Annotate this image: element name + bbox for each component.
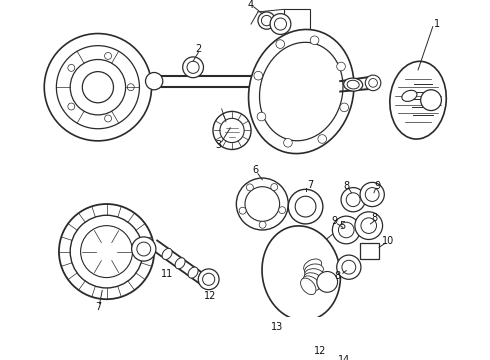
Circle shape xyxy=(341,188,365,212)
Text: 6: 6 xyxy=(252,165,258,175)
Circle shape xyxy=(337,255,361,279)
Circle shape xyxy=(104,115,112,122)
Circle shape xyxy=(332,216,360,244)
Ellipse shape xyxy=(305,269,324,281)
Ellipse shape xyxy=(304,259,321,273)
Circle shape xyxy=(259,221,266,228)
Circle shape xyxy=(262,15,272,26)
Ellipse shape xyxy=(260,42,343,141)
Circle shape xyxy=(80,226,132,278)
Ellipse shape xyxy=(248,30,354,154)
Circle shape xyxy=(286,329,299,342)
Circle shape xyxy=(274,18,287,30)
Circle shape xyxy=(183,57,203,78)
Circle shape xyxy=(70,59,125,115)
Text: 2: 2 xyxy=(195,44,201,54)
Ellipse shape xyxy=(300,278,316,294)
Circle shape xyxy=(246,184,253,191)
Circle shape xyxy=(340,103,348,112)
Bar xyxy=(360,243,379,258)
Circle shape xyxy=(68,103,75,110)
Circle shape xyxy=(310,340,341,360)
Circle shape xyxy=(295,196,316,217)
Circle shape xyxy=(279,207,286,213)
Text: 4: 4 xyxy=(248,0,254,10)
Ellipse shape xyxy=(162,248,172,260)
Circle shape xyxy=(339,222,354,238)
Text: 7: 7 xyxy=(95,302,101,312)
Text: 9: 9 xyxy=(374,181,380,191)
Circle shape xyxy=(220,118,244,143)
Circle shape xyxy=(44,33,151,141)
Circle shape xyxy=(288,189,323,224)
Circle shape xyxy=(337,62,345,71)
Circle shape xyxy=(346,193,360,207)
Circle shape xyxy=(361,218,376,233)
Circle shape xyxy=(315,345,336,360)
Text: 9: 9 xyxy=(331,216,337,226)
Circle shape xyxy=(202,273,215,285)
Text: 3: 3 xyxy=(215,140,221,150)
Text: 13: 13 xyxy=(271,322,283,332)
Circle shape xyxy=(236,178,288,230)
Ellipse shape xyxy=(304,273,322,286)
Circle shape xyxy=(317,271,338,292)
Circle shape xyxy=(257,112,266,121)
Ellipse shape xyxy=(303,276,319,291)
Circle shape xyxy=(59,204,154,299)
Circle shape xyxy=(271,184,278,190)
Circle shape xyxy=(369,78,377,87)
Text: 10: 10 xyxy=(382,236,394,246)
Circle shape xyxy=(132,237,156,261)
Circle shape xyxy=(68,64,75,71)
Circle shape xyxy=(198,269,219,290)
Circle shape xyxy=(276,40,285,48)
Circle shape xyxy=(254,71,263,80)
Circle shape xyxy=(187,61,199,73)
Ellipse shape xyxy=(175,258,185,269)
Text: 12: 12 xyxy=(314,346,326,356)
Circle shape xyxy=(70,215,143,288)
Circle shape xyxy=(355,212,383,239)
Bar xyxy=(284,9,310,54)
Circle shape xyxy=(127,84,134,91)
Circle shape xyxy=(213,112,251,149)
Text: 12: 12 xyxy=(204,291,217,301)
Text: 8: 8 xyxy=(343,181,349,191)
Circle shape xyxy=(284,139,292,147)
Circle shape xyxy=(365,188,379,201)
Text: 14: 14 xyxy=(339,355,351,360)
Circle shape xyxy=(56,46,140,129)
Circle shape xyxy=(342,260,356,274)
Ellipse shape xyxy=(188,267,198,278)
Text: 1: 1 xyxy=(434,19,440,29)
Text: 8: 8 xyxy=(372,213,378,223)
Text: 5: 5 xyxy=(340,221,346,231)
Circle shape xyxy=(104,53,112,59)
Circle shape xyxy=(360,183,384,207)
Ellipse shape xyxy=(390,61,446,139)
Circle shape xyxy=(301,336,319,353)
Circle shape xyxy=(280,323,305,348)
Ellipse shape xyxy=(402,90,417,102)
Ellipse shape xyxy=(262,226,341,321)
Circle shape xyxy=(310,36,319,45)
Circle shape xyxy=(82,72,114,103)
Circle shape xyxy=(296,330,324,358)
Circle shape xyxy=(270,14,291,35)
Circle shape xyxy=(137,242,151,256)
Circle shape xyxy=(318,135,326,143)
Circle shape xyxy=(365,75,381,91)
Text: 11: 11 xyxy=(161,269,173,279)
Circle shape xyxy=(420,90,441,111)
Circle shape xyxy=(146,72,163,90)
Ellipse shape xyxy=(347,80,359,89)
Circle shape xyxy=(239,207,246,214)
Text: 7: 7 xyxy=(307,180,313,190)
Circle shape xyxy=(245,187,280,221)
Circle shape xyxy=(258,12,275,29)
Ellipse shape xyxy=(304,264,323,276)
Ellipse shape xyxy=(343,78,363,91)
Text: 8: 8 xyxy=(335,271,341,281)
